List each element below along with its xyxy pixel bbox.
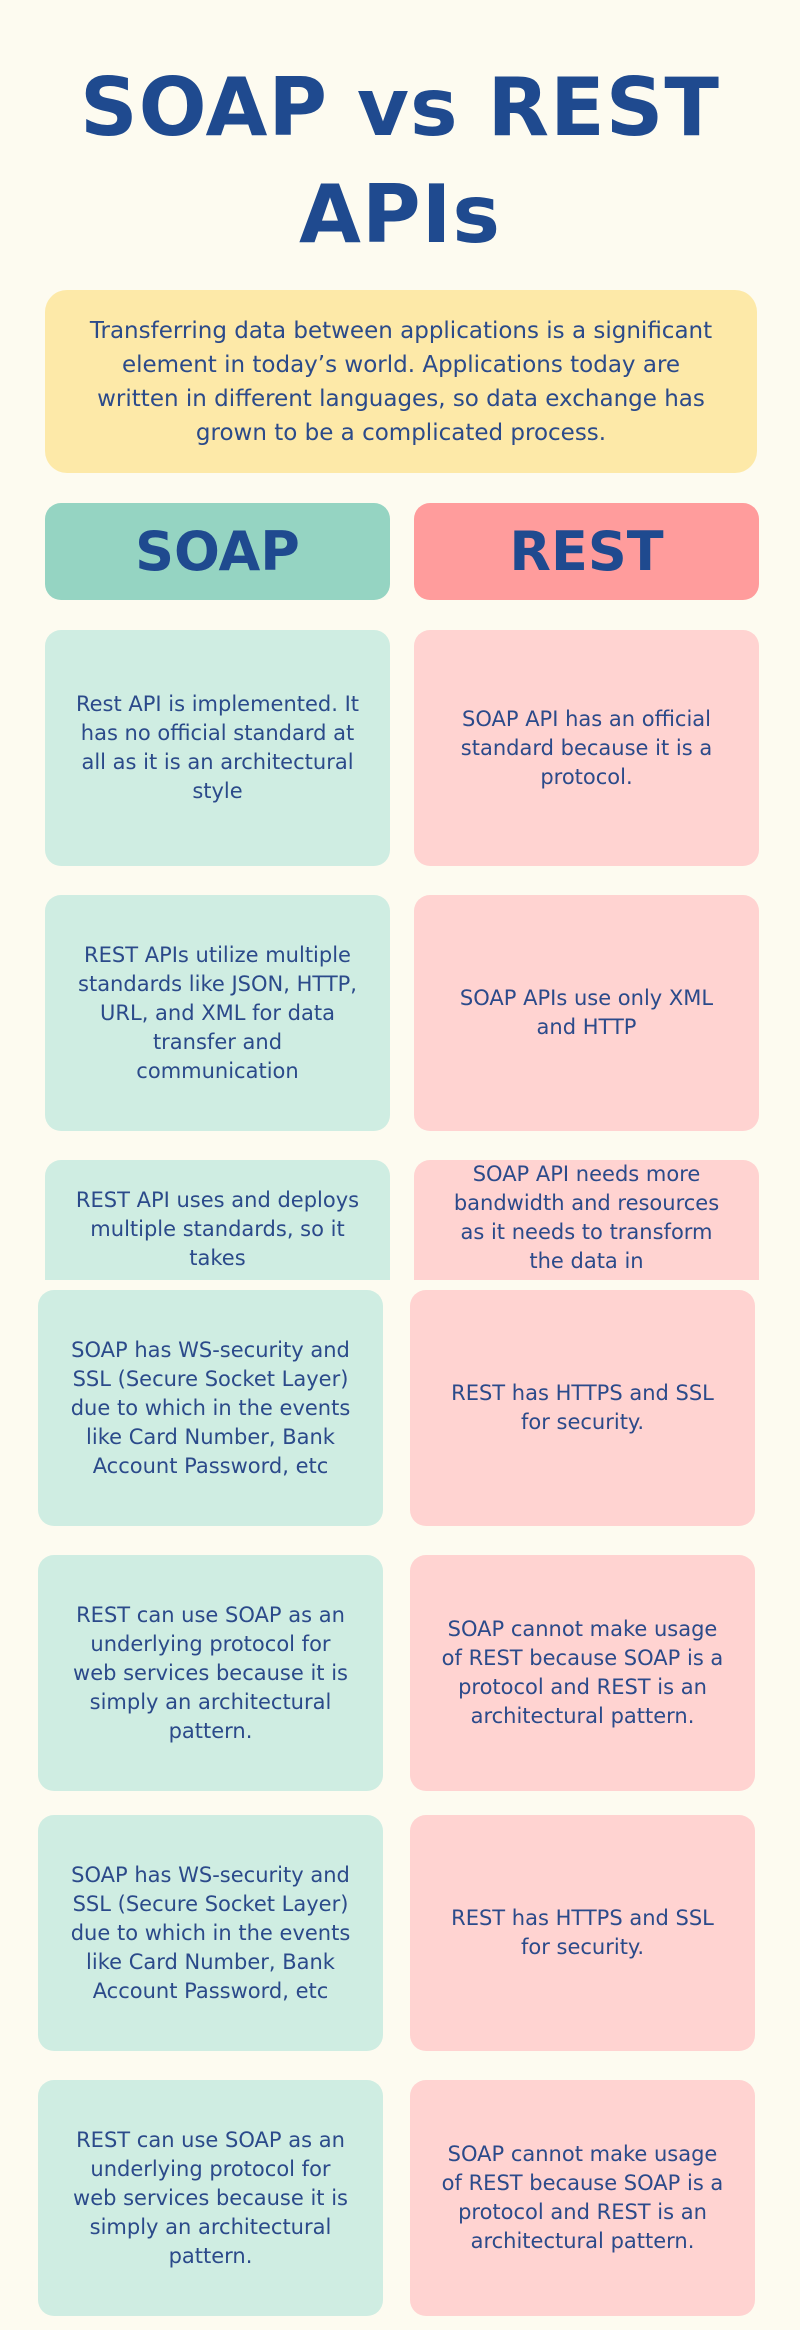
card-text: REST API uses and deploys multiple stand… xyxy=(75,1188,360,1270)
comparison-card-right: SOAP cannot make usage of REST because S… xyxy=(410,2080,755,2316)
comparison-card-right: SOAP API has an official standard becaus… xyxy=(414,630,759,866)
comparison-card-left: SOAP has WS-security and SSL (Secure Soc… xyxy=(38,1815,383,2051)
intro-box: Transferring data between applications i… xyxy=(45,290,757,473)
comparison-card-left: Rest API is implemented. It has no offic… xyxy=(45,630,390,866)
card-text: SOAP cannot make usage of REST because S… xyxy=(441,2142,724,2253)
card-text: REST APIs utilize multiple standards lik… xyxy=(78,942,357,1083)
card-text: SOAP cannot make usage of REST because S… xyxy=(441,1617,724,1728)
comparison-card-right: SOAP cannot make usage of REST because S… xyxy=(410,1555,755,1791)
rest-column-header: REST xyxy=(414,503,759,600)
comparison-card-left: REST APIs utilize multiple standards lik… xyxy=(45,895,390,1131)
comparison-card-right: REST has HTTPS and SSL for security. xyxy=(410,1815,755,2051)
comparison-card-left: SOAP has WS-security and SSL (Secure Soc… xyxy=(38,1290,383,1526)
card-text: SOAP has WS-security and SSL (Secure Soc… xyxy=(70,1337,351,1478)
page-title-line-1: SOAP vs REST xyxy=(80,61,720,154)
soap-column-header: SOAP xyxy=(45,503,390,600)
card-text: REST has HTTPS and SSL for security. xyxy=(451,1381,714,1434)
card-text: SOAP has WS-security and SSL (Secure Soc… xyxy=(70,1862,351,2003)
card-text: Rest API is implemented. It has no offic… xyxy=(75,692,360,803)
comparison-card-right: SOAP APIs use only XML and HTTP xyxy=(414,895,759,1131)
comparison-card-left-truncated: REST API uses and deploys multiple stand… xyxy=(45,1160,390,1280)
card-text: SOAP API has an official standard becaus… xyxy=(460,706,713,789)
comparison-card-right-truncated: SOAP API needs more bandwidth and resour… xyxy=(414,1160,759,1280)
card-text: SOAP API needs more bandwidth and resour… xyxy=(453,1162,720,1273)
page-title-line-2: APIs xyxy=(299,168,501,261)
rest-header-label: REST xyxy=(509,520,664,583)
card-text: REST can use SOAP as an underlying proto… xyxy=(73,2127,348,2268)
comparison-card-right: REST has HTTPS and SSL for security. xyxy=(410,1290,755,1526)
comparison-card-left: REST can use SOAP as an underlying proto… xyxy=(38,1555,383,1791)
soap-header-label: SOAP xyxy=(135,520,300,583)
comparison-card-left: REST can use SOAP as an underlying proto… xyxy=(38,2080,383,2316)
intro-text: Transferring data between applications i… xyxy=(89,317,713,446)
card-text: REST can use SOAP as an underlying proto… xyxy=(73,1602,348,1743)
card-text: REST has HTTPS and SSL for security. xyxy=(451,1906,714,1959)
card-text: SOAP APIs use only XML and HTTP xyxy=(459,986,714,1039)
